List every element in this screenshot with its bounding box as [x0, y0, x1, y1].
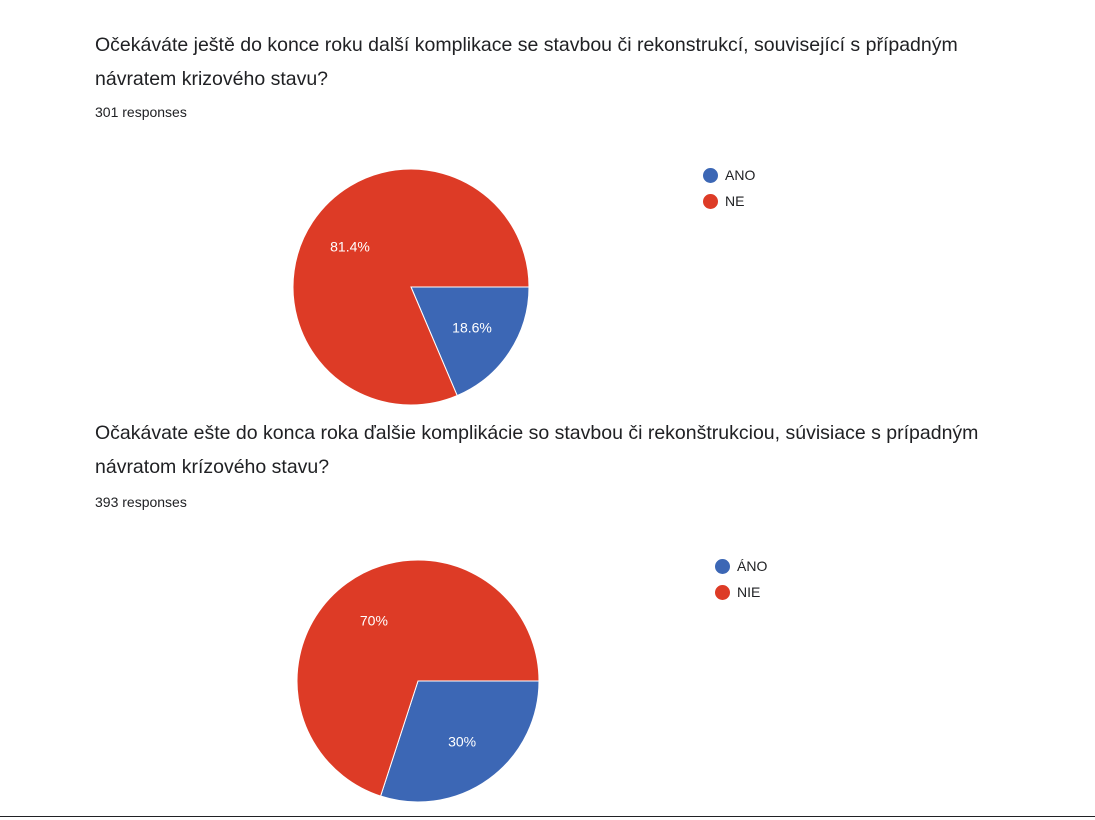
chart-1-title: Očekáváte ještě do konce roku další komp…	[95, 34, 958, 90]
legend-swatch-ne	[703, 193, 718, 209]
pie-2-label-áno: 30%	[448, 734, 476, 750]
legend-swatch-ano-sk	[715, 558, 730, 574]
chart-2-title: Očakávate ešte do konca roka ďalšie komp…	[95, 422, 979, 478]
legend-item-ano-sk: ÁNO	[715, 558, 767, 574]
legend-label-nie: NIE	[737, 584, 761, 600]
legend-item-ano: ANO	[703, 167, 755, 183]
legend-item-nie: NIE	[715, 584, 760, 600]
bottom-divider	[0, 816, 1095, 817]
pie-2-label-nie: 70%	[360, 612, 388, 628]
pie-chart-1: 18.6% 81.4%	[292, 168, 530, 406]
legend-item-ne: NE	[703, 193, 744, 209]
pie-1-slice-ano	[410, 286, 530, 397]
chart-1-response-count: 301 responses	[95, 104, 187, 120]
chart-2-response-count: 393 responses	[95, 494, 187, 510]
legend-label-ano-sk: ÁNO	[737, 558, 768, 574]
pie-1-label-ano: 18.6%	[452, 319, 492, 335]
legend-label-ano: ANO	[725, 167, 756, 183]
legend-swatch-nie	[715, 584, 730, 600]
pie-1-label-ne: 81.4%	[330, 239, 370, 255]
legend-swatch-ano	[703, 167, 718, 183]
pie-1-slice-ne	[292, 168, 530, 406]
pie-2-slice-nie	[296, 559, 540, 797]
pie-2-slice-áno	[379, 680, 540, 803]
legend-label-ne: NE	[725, 193, 745, 209]
